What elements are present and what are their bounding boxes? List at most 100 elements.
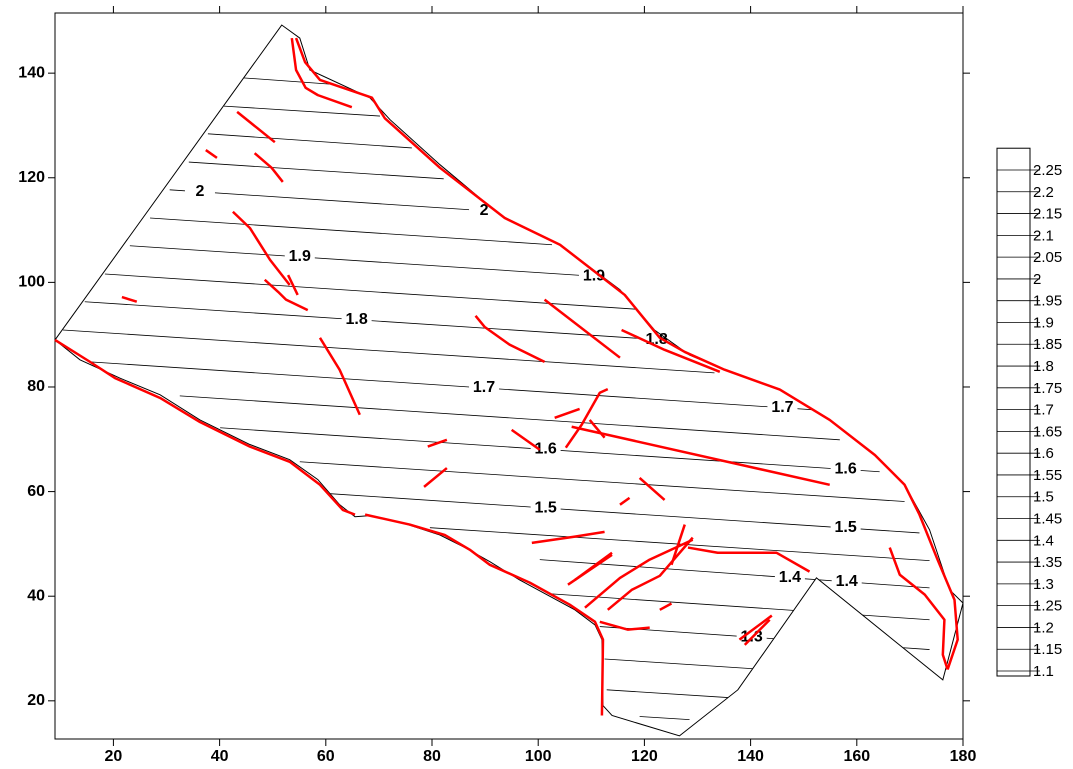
fault <box>554 407 581 420</box>
fault <box>236 110 276 144</box>
contour-label: 2 <box>196 183 205 200</box>
x-tick-label: 40 <box>211 748 229 765</box>
fault <box>606 536 694 611</box>
colorbar-label: 1.25 <box>1033 598 1062 615</box>
y-tick-label: 120 <box>18 169 45 186</box>
contour-label-bg <box>469 201 500 220</box>
colorbar-label: 1.85 <box>1033 336 1062 353</box>
colorbar-label: 1.35 <box>1033 554 1062 571</box>
contour-line <box>207 133 412 149</box>
colorbar-label: 1.95 <box>1033 293 1062 310</box>
colorbar-label: 1.15 <box>1033 641 1062 658</box>
contour-label: 2 <box>480 202 489 219</box>
contour-label: 1.5 <box>535 499 557 516</box>
contour-line <box>242 77 331 85</box>
y-tick-label: 80 <box>27 378 45 395</box>
colorbar-label: 2.05 <box>1033 249 1062 266</box>
x-tick-label: 160 <box>843 748 870 765</box>
colorbar-label: 1.8 <box>1033 358 1054 375</box>
contour-label: 1.6 <box>835 461 857 478</box>
colorbar-label: 2.25 <box>1033 162 1062 179</box>
contour-line <box>90 361 840 412</box>
fault <box>599 620 650 631</box>
x-tick-label: 180 <box>950 748 977 765</box>
fault <box>54 338 356 516</box>
fault <box>423 467 448 488</box>
colorbar-label: 1.3 <box>1033 576 1054 593</box>
colorbar-label: 1.4 <box>1033 532 1054 549</box>
contour-label-bg <box>530 499 561 518</box>
colorbar-label: 2.1 <box>1033 227 1054 244</box>
fault <box>621 328 721 373</box>
contour-line <box>429 527 930 562</box>
contour-label: 1.4 <box>779 569 801 586</box>
colorbar <box>996 147 1031 677</box>
fault <box>290 37 353 109</box>
y-tick-label: 40 <box>27 587 45 604</box>
colorbar-label: 1.45 <box>1033 510 1062 527</box>
contour-line <box>84 301 710 344</box>
fault <box>427 438 448 448</box>
contour-label: 1.9 <box>583 267 605 284</box>
fault <box>263 278 309 312</box>
colorbar-label: 1.9 <box>1033 314 1054 331</box>
colorbar-label: 2.15 <box>1033 206 1062 223</box>
contour-label: 1.7 <box>473 379 495 396</box>
colorbar-label: 2.2 <box>1033 184 1054 201</box>
fault <box>253 152 284 183</box>
contour-label-bg <box>774 568 805 587</box>
fault <box>121 295 138 303</box>
colorbar-label: 2 <box>1033 271 1041 288</box>
contour-line <box>129 245 648 281</box>
colorbar-label: 1.2 <box>1033 619 1054 636</box>
colorbar-label: 1.65 <box>1033 423 1062 440</box>
fault <box>574 551 613 581</box>
fault <box>638 477 666 501</box>
contour-line <box>188 161 444 180</box>
fault <box>659 602 673 611</box>
contour-label-bg <box>831 572 862 591</box>
contour-line <box>330 493 920 534</box>
contour-label-bg <box>767 398 798 417</box>
x-tick-label: 140 <box>737 748 764 765</box>
contour-label: 1.8 <box>345 311 367 328</box>
x-tick-label: 80 <box>423 748 441 765</box>
fault <box>294 37 959 670</box>
fault <box>474 315 546 363</box>
boundary <box>54 24 964 737</box>
contour-line <box>547 593 930 621</box>
fault <box>588 419 606 439</box>
fault <box>619 496 631 506</box>
fault <box>531 530 605 545</box>
contour-line <box>223 105 380 117</box>
fault <box>364 513 605 716</box>
contour-label-bg <box>830 519 861 538</box>
contour-line <box>169 189 500 213</box>
colorbar-label: 1.75 <box>1033 380 1062 397</box>
colorbar-label: 1.1 <box>1033 663 1054 680</box>
fault <box>888 547 949 670</box>
contour-label-bg <box>284 247 315 266</box>
contour-label-bg <box>578 267 609 286</box>
contour-line <box>604 658 940 682</box>
fault <box>571 425 830 487</box>
contour-line <box>639 716 690 721</box>
x-tick-label: 100 <box>525 748 552 765</box>
fault <box>743 618 771 646</box>
contour-label-bg <box>830 460 861 479</box>
fault <box>232 210 291 286</box>
y-tick-label: 140 <box>18 64 45 81</box>
y-tick-label: 100 <box>18 274 45 291</box>
contour-label-bg <box>530 440 561 459</box>
x-tick-label: 60 <box>317 748 335 765</box>
contour-line <box>62 329 715 374</box>
fault <box>738 614 773 641</box>
contour-label-bg <box>469 378 500 397</box>
fault <box>286 274 299 296</box>
contour-line <box>299 461 905 502</box>
contour-line <box>179 395 840 441</box>
contour-line <box>150 217 553 246</box>
fault <box>543 298 621 359</box>
colorbar-label: 1.55 <box>1033 467 1062 484</box>
